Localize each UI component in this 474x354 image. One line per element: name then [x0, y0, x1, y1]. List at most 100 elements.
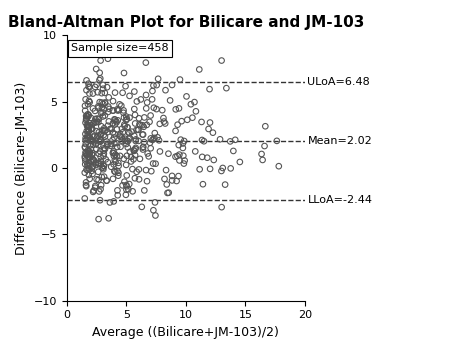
Point: [92, 162, 100, 168]
Point: [88, 138, 95, 143]
Point: [142, 92, 150, 98]
Point: [82, 135, 90, 141]
Point: [104, 141, 111, 147]
Point: [99, 82, 107, 88]
Point: [236, 159, 244, 165]
Point: [117, 132, 124, 137]
Point: [88, 168, 95, 174]
Point: [84, 132, 91, 138]
Point: [109, 130, 117, 135]
Point: [142, 60, 150, 65]
Point: [130, 147, 137, 153]
Point: [100, 163, 108, 169]
Point: [82, 113, 90, 119]
Point: [223, 85, 230, 91]
Point: [87, 115, 95, 121]
Point: [180, 161, 188, 166]
Point: [150, 207, 157, 213]
Point: [100, 166, 107, 172]
Point: [97, 76, 104, 81]
Point: [116, 133, 124, 138]
Point: [142, 167, 150, 173]
Point: [121, 179, 128, 184]
Point: [123, 116, 131, 122]
Point: [94, 90, 101, 95]
Point: [97, 110, 105, 116]
Point: [89, 150, 96, 156]
Point: [135, 138, 142, 144]
Point: [100, 129, 108, 134]
Point: [85, 81, 92, 86]
Point: [104, 104, 112, 109]
Point: [121, 138, 129, 144]
Point: [229, 148, 237, 154]
Point: [139, 145, 146, 150]
Point: [90, 134, 98, 140]
Point: [147, 145, 155, 151]
Point: [120, 122, 128, 127]
Point: [107, 143, 114, 149]
Point: [131, 152, 139, 158]
Point: [86, 138, 94, 143]
Point: [117, 144, 124, 150]
Point: [164, 151, 172, 156]
Point: [131, 112, 139, 118]
Point: [168, 173, 176, 179]
Point: [82, 179, 90, 185]
Point: [81, 154, 89, 159]
Point: [112, 159, 119, 165]
Point: [94, 105, 102, 111]
Point: [95, 216, 102, 222]
Point: [85, 166, 93, 171]
Point: [85, 98, 93, 104]
Point: [95, 129, 103, 135]
Point: [84, 112, 91, 117]
Point: [96, 70, 103, 75]
Point: [156, 121, 164, 127]
Point: [132, 138, 139, 144]
Point: [82, 161, 89, 167]
Point: [160, 119, 168, 124]
Point: [183, 117, 191, 122]
Point: [99, 127, 106, 133]
Point: [84, 124, 92, 130]
Point: [103, 139, 110, 144]
Point: [103, 178, 110, 183]
Point: [130, 89, 138, 95]
Point: [82, 116, 90, 121]
Point: [153, 106, 160, 112]
Point: [116, 102, 123, 107]
Point: [149, 161, 157, 166]
Point: [114, 168, 121, 174]
Point: [175, 173, 182, 179]
Point: [90, 157, 98, 163]
Point: [84, 101, 92, 107]
Point: [147, 169, 155, 174]
Point: [191, 99, 198, 105]
Point: [227, 138, 234, 144]
Point: [87, 159, 95, 165]
Point: [86, 84, 93, 90]
Point: [84, 114, 92, 119]
Point: [100, 165, 107, 171]
Point: [135, 167, 143, 172]
Point: [140, 139, 148, 145]
Point: [162, 167, 170, 173]
Point: [108, 141, 115, 147]
Point: [122, 117, 130, 123]
Point: [99, 110, 106, 115]
Point: [172, 154, 179, 160]
Point: [109, 176, 117, 182]
Point: [82, 131, 89, 137]
Point: [259, 157, 266, 163]
Point: [139, 147, 147, 152]
Point: [84, 133, 92, 139]
Point: [150, 82, 157, 88]
Point: [88, 152, 96, 158]
Point: [83, 123, 91, 129]
Point: [148, 97, 156, 102]
Point: [88, 122, 95, 128]
Point: [86, 91, 93, 96]
Point: [108, 164, 115, 170]
Point: [82, 183, 90, 189]
